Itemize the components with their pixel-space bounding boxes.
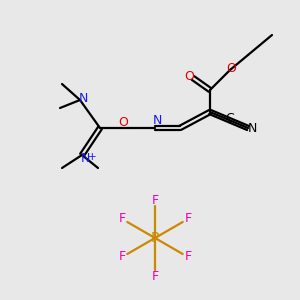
- Text: N: N: [80, 152, 90, 166]
- Text: F: F: [184, 212, 191, 226]
- Text: C: C: [226, 112, 234, 124]
- Text: F: F: [118, 212, 126, 226]
- Text: O: O: [118, 116, 128, 128]
- Text: O: O: [184, 70, 194, 83]
- Text: F: F: [118, 250, 126, 263]
- Text: +: +: [88, 152, 96, 162]
- Text: F: F: [152, 194, 159, 206]
- Text: F: F: [184, 250, 191, 263]
- Text: P: P: [151, 231, 159, 245]
- Text: F: F: [152, 269, 159, 283]
- Text: O: O: [226, 62, 236, 76]
- Text: N: N: [247, 122, 257, 136]
- Text: N: N: [152, 113, 162, 127]
- Text: N: N: [78, 92, 88, 104]
